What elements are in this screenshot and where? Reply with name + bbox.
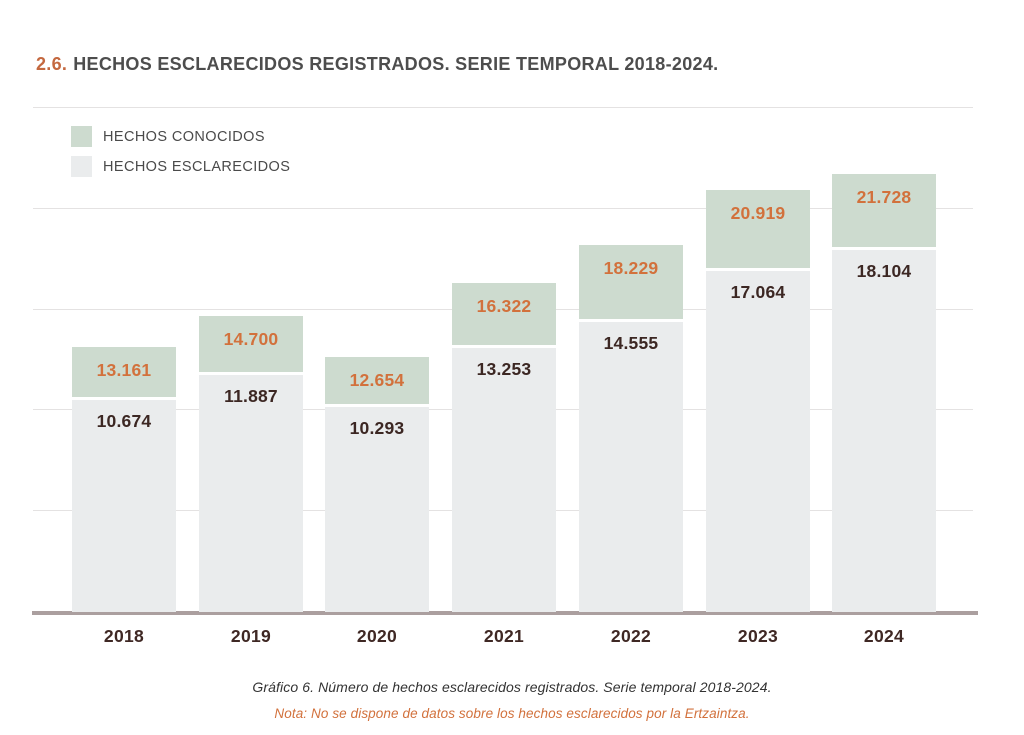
x-axis: 2018 2019 2020 2021 2022 2023 2024 bbox=[33, 626, 973, 652]
bar-group-2023: 20.919 17.064 bbox=[706, 190, 810, 612]
figure-note: Nota: No se dispone de datos sobre los h… bbox=[274, 706, 750, 721]
bar-esclarecidos-segment-2021: 13.253 bbox=[452, 345, 556, 612]
legend-label-esclarecidos: HECHOS ESCLARECIDOS bbox=[103, 158, 291, 175]
chart-legend: HECHOS CONOCIDOS HECHOS ESCLARECIDOS bbox=[71, 126, 290, 186]
x-axis-label-2024: 2024 bbox=[863, 626, 905, 646]
bar-esclarecidos-segment-2022: 14.555 bbox=[579, 319, 683, 612]
conocidos-swatch-icon bbox=[71, 126, 92, 147]
esclarecidos-swatch-icon bbox=[71, 156, 92, 177]
conocidos-value-label-2019: 14.700 bbox=[223, 329, 279, 349]
bar-group-2018: 13.161 10.674 bbox=[72, 347, 176, 612]
conocidos-value-label-2021: 16.322 bbox=[476, 296, 532, 316]
esclarecidos-value-label-2023: 17.064 bbox=[730, 282, 786, 302]
bar-group-2022: 18.229 14.555 bbox=[579, 245, 683, 612]
x-axis-label-2018: 2018 bbox=[103, 626, 145, 646]
x-axis-label-2023: 2023 bbox=[737, 626, 779, 646]
bar-esclarecidos-segment-2018: 10.674 bbox=[72, 397, 176, 612]
conocidos-value-label-2020: 12.654 bbox=[349, 370, 405, 390]
gridline-20000 bbox=[33, 208, 973, 209]
gridline-25000 bbox=[33, 107, 973, 108]
x-axis-label-2022: 2022 bbox=[610, 626, 652, 646]
x-axis-label-2021: 2021 bbox=[483, 626, 525, 646]
x-axis-label-2019: 2019 bbox=[230, 626, 272, 646]
x-axis-baseline bbox=[32, 611, 978, 615]
esclarecidos-value-label-2024: 18.104 bbox=[856, 261, 912, 281]
bar-group-2021: 16.322 13.253 bbox=[452, 283, 556, 612]
bar-group-2024: 21.728 18.104 bbox=[832, 174, 936, 612]
bar-esclarecidos-segment-2019: 11.887 bbox=[199, 372, 303, 612]
figure-number: 2.6. bbox=[36, 54, 68, 74]
bar-group-2019: 14.700 11.887 bbox=[199, 316, 303, 612]
esclarecidos-value-label-2021: 13.253 bbox=[476, 359, 532, 379]
conocidos-value-label-2022: 18.229 bbox=[603, 258, 659, 278]
bar-esclarecidos-segment-2023: 17.064 bbox=[706, 268, 810, 612]
figure-title: 2.6. HECHOS ESCLARECIDOS REGISTRADOS. SER… bbox=[36, 54, 718, 75]
legend-item-conocidos: HECHOS CONOCIDOS bbox=[71, 126, 290, 147]
chart-plot: HECHOS CONOCIDOS HECHOS ESCLARECIDOS 13.… bbox=[32, 107, 978, 615]
conocidos-value-label-2024: 21.728 bbox=[856, 187, 912, 207]
figure-caption: Gráfico 6. Número de hechos esclarecidos… bbox=[252, 679, 772, 695]
figure-title-text: HECHOS ESCLARECIDOS REGISTRADOS. SERIE T… bbox=[73, 54, 719, 74]
esclarecidos-value-label-2020: 10.293 bbox=[349, 418, 405, 438]
esclarecidos-value-label-2022: 14.555 bbox=[603, 333, 659, 353]
esclarecidos-value-label-2018: 10.674 bbox=[96, 411, 152, 431]
bar-esclarecidos-segment-2024: 18.104 bbox=[832, 247, 936, 612]
legend-item-esclarecidos: HECHOS ESCLARECIDOS bbox=[71, 156, 290, 177]
x-axis-label-2020: 2020 bbox=[356, 626, 398, 646]
bar-esclarecidos-segment-2020: 10.293 bbox=[325, 404, 429, 612]
conocidos-value-label-2023: 20.919 bbox=[730, 203, 786, 223]
conocidos-value-label-2018: 13.161 bbox=[96, 360, 152, 380]
bar-group-2020: 12.654 10.293 bbox=[325, 357, 429, 612]
legend-label-conocidos: HECHOS CONOCIDOS bbox=[103, 128, 265, 145]
esclarecidos-value-label-2019: 11.887 bbox=[224, 386, 278, 406]
